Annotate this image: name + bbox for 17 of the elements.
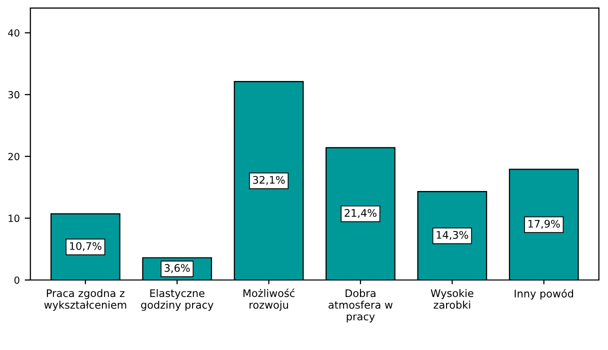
y-tick-label: 20 <box>8 152 20 160</box>
data-label: 21,4% <box>344 209 376 218</box>
data-label: 14,3% <box>436 230 468 240</box>
y-tick-label: 0 <box>14 276 20 284</box>
x-tick-label: Elastyczne godziny pracy <box>141 289 214 311</box>
data-label: 32,1% <box>253 176 285 185</box>
y-tick-label: 30 <box>8 91 20 98</box>
x-tick-label: Możliwość rozwoju <box>243 288 294 311</box>
data-label: 10,7% <box>70 242 102 252</box>
x-tick-label: Praca zgodna z wykształceniem <box>44 289 126 311</box>
y-tick-label: 40 <box>8 29 20 37</box>
x-tick-label: Wysokie zarobki <box>430 289 474 309</box>
x-tick-label: Inny powód <box>514 289 574 300</box>
y-tick-label: 10 <box>8 214 20 222</box>
data-label: 3,6% <box>164 264 190 273</box>
x-tick-label: Dobra atmosfera w pracy <box>328 289 393 322</box>
data-label: 17,9% <box>528 220 560 229</box>
